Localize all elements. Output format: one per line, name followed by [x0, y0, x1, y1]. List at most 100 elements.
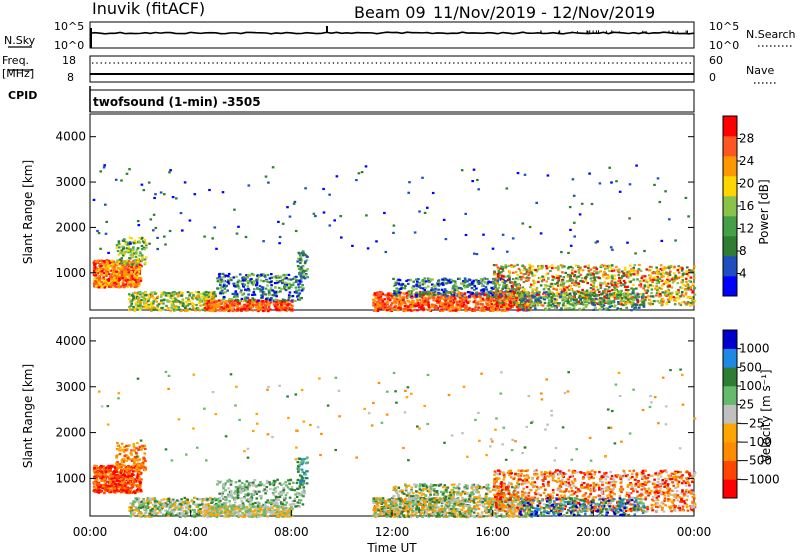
echo-cell	[547, 291, 551, 294]
echo-cell	[686, 266, 689, 269]
echo-cell	[555, 274, 558, 277]
echo-cell	[518, 301, 521, 304]
echo-cell	[668, 272, 671, 275]
echo-cell	[521, 222, 525, 225]
echo-cell	[603, 273, 607, 276]
echo-cell	[426, 299, 430, 302]
echo-cell	[649, 274, 652, 277]
echo-cell	[181, 304, 185, 307]
echo-cell	[104, 278, 108, 281]
echo-cell	[99, 170, 102, 173]
echo-cell	[104, 203, 107, 206]
echo-cell	[211, 237, 214, 240]
echo-cell	[569, 265, 573, 268]
echo-cell	[245, 274, 248, 277]
echo-cell	[685, 303, 688, 306]
echo-cell	[390, 296, 394, 299]
echo-cell	[508, 276, 511, 279]
echo-cell	[533, 292, 536, 295]
echo-cell	[398, 283, 401, 286]
echo-cell	[450, 296, 453, 300]
echo-cell	[240, 289, 243, 292]
echo-cell	[693, 287, 696, 290]
velocity-panel-frame	[89, 317, 695, 517]
echo-cell	[438, 292, 441, 295]
echo-cell	[515, 303, 518, 307]
echo-cell	[632, 283, 635, 286]
echo-cell	[172, 303, 175, 306]
echo-cell	[416, 309, 419, 312]
echo-cell	[651, 284, 655, 287]
echo-cell	[645, 280, 648, 283]
echo-cell	[246, 302, 249, 305]
echo-cell	[606, 307, 609, 310]
echo-cell	[458, 304, 461, 307]
echo-cell	[421, 283, 424, 286]
echo-cell	[663, 266, 667, 269]
echo-cell	[435, 307, 438, 310]
echo-cell	[300, 289, 304, 292]
echo-cell	[131, 307, 135, 310]
echo-cell	[533, 305, 537, 308]
echo-cell	[584, 306, 588, 309]
echo-cell	[665, 303, 669, 306]
echo-cell	[530, 283, 533, 286]
echo-cell	[639, 269, 643, 272]
echo-cell	[230, 279, 233, 282]
echo-cell	[582, 303, 585, 306]
echo-cell	[128, 481, 131, 484]
echo-cell	[631, 295, 635, 298]
echo-cell	[301, 254, 305, 257]
echo-cell	[414, 304, 418, 307]
echo-cell	[94, 260, 98, 263]
echo-cell	[388, 299, 392, 302]
echo-cell	[607, 275, 611, 278]
echo-cell	[611, 268, 614, 271]
echo-cell	[568, 206, 572, 209]
echo-cell	[297, 283, 300, 286]
echo-cell	[631, 291, 635, 294]
echo-cell	[462, 303, 466, 306]
echo-cell	[223, 287, 227, 290]
echo-cell	[537, 280, 540, 283]
echo-cell	[573, 221, 576, 224]
echo-cell	[649, 295, 653, 298]
echo-cell	[540, 304, 543, 307]
echo-cell	[162, 308, 165, 311]
echo-cell	[549, 293, 552, 296]
echo-cell	[603, 268, 607, 271]
echo-cell	[202, 308, 205, 312]
echo-cell	[521, 286, 525, 289]
echo-cell	[291, 304, 294, 307]
echo-cell	[175, 298, 178, 301]
echo-cell	[439, 309, 442, 312]
echo-cell	[136, 276, 140, 280]
echo-cell	[139, 277, 143, 280]
echo-cell	[658, 295, 661, 298]
echo-cell	[662, 275, 665, 278]
echo-cell	[515, 277, 518, 280]
echo-cell	[630, 296, 633, 299]
echo-cell	[661, 303, 664, 306]
echo-cell	[236, 301, 239, 304]
echo-cell	[231, 307, 234, 311]
echo-cell	[124, 242, 127, 245]
echo-cell	[656, 272, 659, 275]
echo-cell	[418, 284, 422, 287]
echo-cell	[502, 283, 505, 286]
echo-cell	[548, 307, 551, 310]
echo-cell	[110, 279, 113, 283]
echo-cell	[264, 175, 268, 178]
echo-cell	[506, 288, 510, 291]
echo-cell	[301, 268, 304, 271]
echo-cell	[654, 277, 658, 280]
echo-cell	[614, 284, 617, 287]
echo-cell	[622, 272, 626, 275]
echo-cell	[664, 290, 668, 293]
echo-cell	[443, 303, 446, 306]
echo-cell	[137, 291, 140, 294]
echo-cell	[605, 277, 608, 280]
colorbar-swatch	[723, 176, 737, 197]
echo-cell	[113, 266, 116, 269]
echo-cell	[117, 490, 121, 493]
